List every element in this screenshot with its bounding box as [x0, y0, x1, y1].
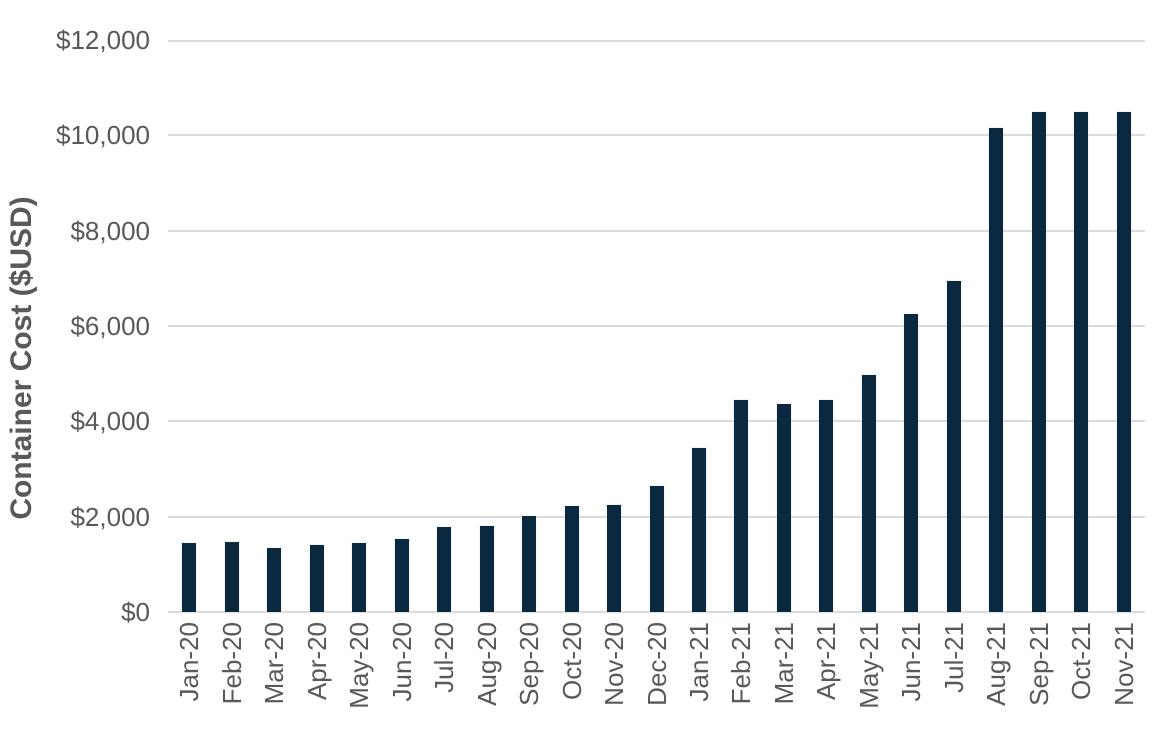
x-axis-label-may-20: May-20	[344, 622, 375, 732]
bar-feb-20	[224, 541, 239, 612]
bar-jul-20	[437, 527, 452, 612]
x-axis-label-text: Oct-21	[1066, 622, 1097, 701]
x-axis-label-jun-21: Jun-21	[896, 622, 927, 732]
x-axis-label-apr-20: Apr-20	[301, 622, 332, 732]
x-axis-label-text: Jan-21	[683, 622, 714, 702]
bar-oct-20	[564, 506, 579, 612]
x-axis-label-text: Aug-20	[471, 622, 502, 706]
x-axis-label-text: May-21	[853, 622, 884, 709]
gridline-4000	[168, 420, 1145, 423]
x-axis-label-text: Aug-21	[981, 622, 1012, 706]
bar-nov-20	[607, 504, 622, 612]
x-axis-label-jan-21: Jan-21	[683, 622, 714, 732]
x-axis-label-text: Nov-20	[599, 622, 630, 706]
y-tick-label-0: $0	[121, 597, 150, 627]
y-tick-label-4000: $4,000	[70, 406, 150, 437]
x-axis-label-text: Sep-20	[514, 622, 545, 706]
x-axis-label-text: Mar-21	[768, 622, 799, 705]
y-tick-label-6000: $6,000	[70, 311, 150, 341]
x-axis-label-text: Dec-20	[641, 622, 672, 706]
bar-feb-21	[734, 399, 749, 612]
x-axis-label-dec-20: Dec-20	[641, 622, 672, 732]
x-axis-label-text: Feb-21	[726, 622, 757, 705]
bar-mar-21	[776, 404, 791, 612]
plot-area	[168, 40, 1145, 613]
x-axis-label-feb-21: Feb-21	[726, 622, 757, 732]
bar-mar-20	[267, 548, 282, 612]
x-axis-label-mar-20: Mar-20	[259, 622, 290, 732]
gridline-12000	[168, 40, 1145, 42]
x-axis-label-may-21: May-21	[853, 622, 884, 732]
x-axis-label-nov-20: Nov-20	[599, 622, 630, 732]
x-axis-label-sep-21: Sep-21	[1023, 622, 1054, 732]
gridline-0	[168, 611, 1145, 613]
x-axis-label-oct-21: Oct-21	[1066, 622, 1097, 732]
bar-aug-21	[989, 128, 1004, 612]
x-axis-label-oct-20: Oct-20	[556, 622, 587, 732]
x-axis-label-text: May-20	[344, 622, 375, 709]
y-axis-tick-labels: $0 $2,000 $4,000 $6,000 $8,000 $10,000 $12,000	[0, 0, 150, 741]
y-tick-label-10000: $10,000	[56, 120, 150, 151]
gridline-10000	[168, 134, 1145, 137]
bar-sep-20	[522, 516, 537, 612]
x-axis-label-text: Jun-21	[896, 622, 927, 702]
x-axis-label-nov-21: Nov-21	[1108, 622, 1139, 732]
bar-dec-20	[649, 486, 664, 612]
bar-oct-21	[1074, 111, 1089, 612]
x-axis-label-text: Jul-21	[938, 622, 969, 693]
x-axis-label-text: Nov-21	[1108, 622, 1139, 706]
x-axis-label-sep-20: Sep-20	[514, 622, 545, 732]
bar-aug-20	[479, 526, 494, 612]
x-axis-label-jul-20: Jul-20	[429, 622, 460, 732]
x-axis-label-text: Feb-20	[216, 622, 247, 705]
x-axis-label-text: Apr-20	[301, 622, 332, 701]
x-axis-label-aug-20: Aug-20	[471, 622, 502, 732]
x-axis-label-text: Jul-20	[429, 622, 460, 693]
x-axis-label-text: Mar-20	[259, 622, 290, 705]
gridline-8000	[168, 229, 1145, 232]
bar-jan-20	[182, 542, 197, 612]
bar-may-21	[861, 375, 876, 612]
bar-apr-20	[309, 544, 324, 612]
bar-sep-21	[1031, 111, 1046, 612]
x-axis-label-text: Jan-20	[174, 622, 205, 702]
bar-may-20	[352, 542, 367, 612]
bar-jan-21	[691, 448, 706, 612]
x-axis-label-text: Apr-21	[811, 622, 842, 701]
bar-jun-21	[904, 314, 919, 612]
x-axis-label-jul-21: Jul-21	[938, 622, 969, 732]
bar-jun-20	[394, 539, 409, 612]
x-axis-label-mar-21: Mar-21	[768, 622, 799, 732]
y-tick-label-2000: $2,000	[70, 501, 150, 532]
x-axis-label-text: Jun-20	[386, 622, 417, 702]
bar-apr-21	[819, 399, 834, 612]
y-tick-label-8000: $8,000	[70, 215, 150, 246]
x-axis-label-jun-20: Jun-20	[386, 622, 417, 732]
gridline-6000	[168, 325, 1145, 327]
x-axis-label-apr-21: Apr-21	[811, 622, 842, 732]
bar-jul-21	[946, 281, 961, 612]
bar-nov-21	[1116, 111, 1131, 612]
x-axis-label-feb-20: Feb-20	[216, 622, 247, 732]
x-axis-label-aug-21: Aug-21	[981, 622, 1012, 732]
x-axis-label-jan-20: Jan-20	[174, 622, 205, 732]
x-axis-label-text: Sep-21	[1023, 622, 1054, 706]
y-tick-label-12000: $12,000	[56, 25, 150, 55]
x-axis-label-text: Oct-20	[556, 622, 587, 701]
